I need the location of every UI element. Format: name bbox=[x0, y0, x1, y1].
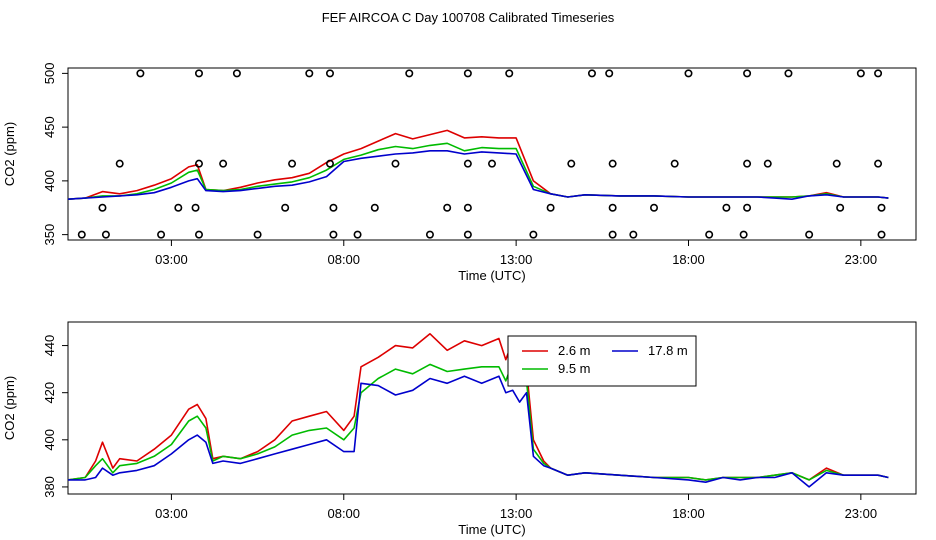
series-line-2-6-mm bbox=[67, 332, 889, 481]
scatter-point bbox=[194, 230, 203, 239]
legend: 2.6 m 9.5 m 17.8 m bbox=[507, 335, 697, 387]
series-line-9-5-mm bbox=[67, 361, 889, 481]
scatter-point bbox=[529, 230, 538, 239]
scatter-point bbox=[98, 203, 107, 212]
scatter-point bbox=[281, 203, 290, 212]
scatter-point bbox=[805, 230, 814, 239]
chart-title: FEF AIRCOA C Day 100708 Calibrated Times… bbox=[322, 10, 615, 25]
x-tick-label: 03:00 bbox=[155, 252, 188, 267]
scatter-point bbox=[463, 203, 472, 212]
x-tick-label: 23:00 bbox=[845, 506, 878, 521]
y-tick-label: 350 bbox=[42, 224, 57, 246]
scatter-point bbox=[650, 203, 659, 212]
scatter-point bbox=[353, 230, 362, 239]
scatter-point bbox=[329, 230, 338, 239]
scatter-point bbox=[425, 230, 434, 239]
scatter-point bbox=[370, 203, 379, 212]
scatter-point bbox=[329, 203, 338, 212]
scatter-point bbox=[877, 230, 886, 239]
x-tick-label: 13:00 bbox=[500, 506, 533, 521]
x-tick-label: 13:00 bbox=[500, 252, 533, 267]
scatter-point bbox=[567, 159, 576, 168]
scatter-point bbox=[743, 203, 752, 212]
scatter-point bbox=[194, 69, 203, 78]
scatter-point bbox=[136, 69, 145, 78]
scatter-point bbox=[305, 69, 314, 78]
scatter-point bbox=[739, 230, 748, 239]
scatter-point bbox=[115, 159, 124, 168]
x-tick-label: 08:00 bbox=[327, 252, 360, 267]
y-tick-label: 400 bbox=[42, 429, 57, 451]
x-tick-label: 18:00 bbox=[672, 506, 705, 521]
scatter-point bbox=[629, 230, 638, 239]
scatter-point bbox=[443, 203, 452, 212]
scatter-point bbox=[836, 203, 845, 212]
x-tick-label: 23:00 bbox=[845, 252, 878, 267]
y-tick-label: 400 bbox=[42, 170, 57, 192]
scatter-point bbox=[325, 159, 334, 168]
x-tick-label: 18:00 bbox=[672, 252, 705, 267]
top-panel: 03:00 08:00 13:00 18:00 23:00 350 400 450 500 Tim… bbox=[2, 63, 917, 283]
scatter-point bbox=[219, 159, 228, 168]
bottom-panel: 03:00 08:00 13:00 18:00 23:00 380 400 420 440 Tim… bbox=[2, 321, 917, 537]
legend-box bbox=[507, 335, 697, 387]
scatter-point bbox=[253, 230, 262, 239]
y-tick-label: 420 bbox=[42, 382, 57, 404]
x-tick-label: 03:00 bbox=[155, 506, 188, 521]
scatter-point bbox=[77, 230, 86, 239]
scatter-point bbox=[325, 69, 334, 78]
scatter-point bbox=[463, 230, 472, 239]
scatter-point bbox=[487, 159, 496, 168]
scatter-point bbox=[670, 159, 679, 168]
legend-label: 9.5 m bbox=[558, 361, 591, 376]
scatter-point bbox=[784, 69, 793, 78]
x-axis-label: Time (UTC) bbox=[458, 522, 525, 537]
legend-label: 2.6 m bbox=[558, 343, 591, 358]
scatter-point bbox=[605, 69, 614, 78]
plot-frame bbox=[67, 321, 917, 495]
scatter-point bbox=[391, 159, 400, 168]
scatter-point bbox=[874, 159, 883, 168]
scatter-point bbox=[743, 159, 752, 168]
scatter-point bbox=[722, 203, 731, 212]
y-tick-label: 500 bbox=[42, 63, 57, 85]
x-axis-label: Time (UTC) bbox=[458, 268, 525, 283]
plot-frame bbox=[67, 67, 917, 241]
scatter-point bbox=[684, 69, 693, 78]
series-line-17-8-mm bbox=[67, 150, 889, 200]
y-tick-label: 440 bbox=[42, 335, 57, 357]
scatter-point bbox=[174, 203, 183, 212]
y-tick-label: 450 bbox=[42, 116, 57, 138]
y-tick-label: 380 bbox=[42, 476, 57, 498]
scatter-point bbox=[463, 159, 472, 168]
scatter-point bbox=[191, 203, 200, 212]
series-line-17-8-mm bbox=[68, 375, 889, 488]
scatter-point bbox=[463, 69, 472, 78]
scatter-point bbox=[856, 69, 865, 78]
scatter-point bbox=[608, 203, 617, 212]
scatter-point bbox=[743, 69, 752, 78]
y-axis-label: CO2 (ppm) bbox=[2, 376, 17, 440]
scatter-point bbox=[546, 203, 555, 212]
scatter-point bbox=[587, 69, 596, 78]
scatter-point bbox=[288, 159, 297, 168]
scatter-point bbox=[405, 69, 414, 78]
scatter-point bbox=[608, 230, 617, 239]
scatter-point bbox=[874, 69, 883, 78]
scatter-point bbox=[505, 69, 514, 78]
y-axis-label: CO2 (ppm) bbox=[2, 122, 17, 186]
scatter-point bbox=[157, 230, 166, 239]
scatter-point bbox=[705, 230, 714, 239]
scatter-point bbox=[608, 159, 617, 168]
scatter-point bbox=[194, 159, 203, 168]
scatter-point bbox=[877, 203, 886, 212]
legend-label: 17.8 m bbox=[648, 343, 688, 358]
scatter-point bbox=[232, 69, 241, 78]
x-tick-label: 08:00 bbox=[327, 506, 360, 521]
scatter-point bbox=[832, 159, 841, 168]
scatter-point bbox=[101, 230, 110, 239]
scatter-point bbox=[763, 159, 772, 168]
